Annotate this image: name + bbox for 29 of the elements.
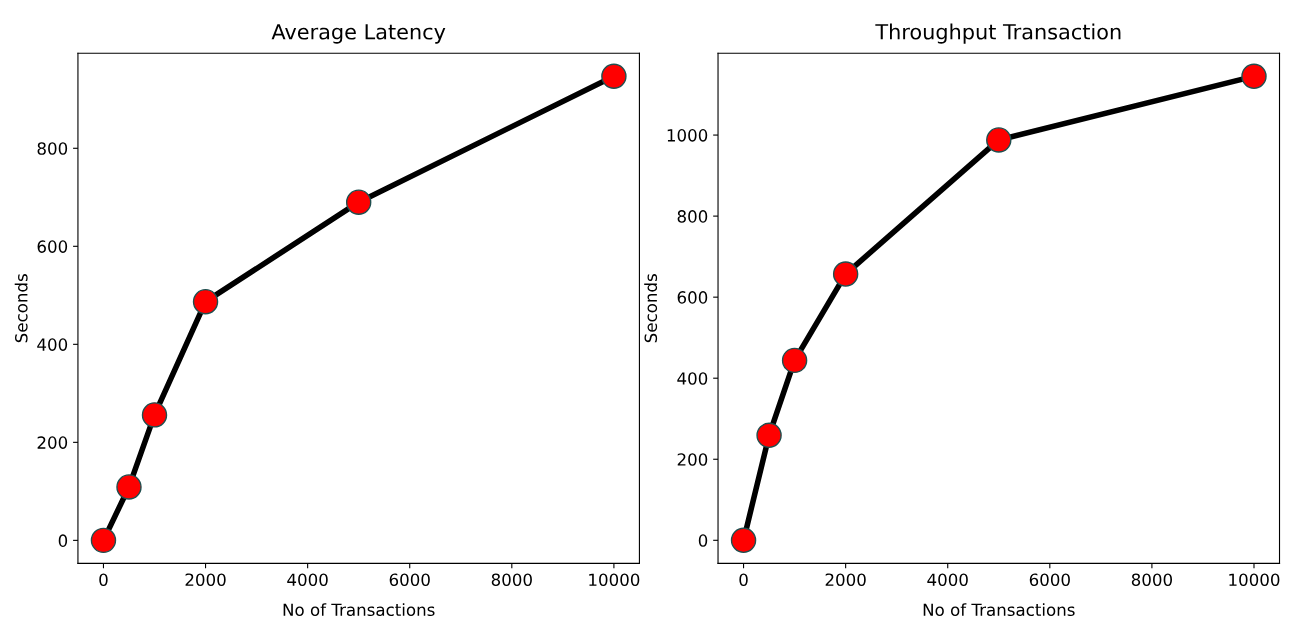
y-tick-label: 0 bbox=[58, 534, 68, 547]
x-tick-label: 6000 bbox=[1029, 573, 1070, 587]
y-tick-label: 0 bbox=[698, 534, 708, 547]
x-tick-label: 8000 bbox=[491, 573, 532, 587]
chart-title: Average Latency bbox=[271, 24, 446, 44]
y-tick-label: 200 bbox=[677, 453, 708, 466]
x-tick-label: 6000 bbox=[389, 573, 430, 587]
y-tick-label: 200 bbox=[37, 436, 68, 449]
y-tick-label: 400 bbox=[677, 372, 708, 385]
y-tick-label: 1000 bbox=[667, 129, 708, 142]
y-axis-title: Seconds bbox=[644, 274, 658, 343]
x-tick-label: 2000 bbox=[825, 573, 866, 587]
y-tick-label: 800 bbox=[37, 142, 68, 155]
x-tick-label: 0 bbox=[739, 573, 748, 587]
x-tick-label: 4000 bbox=[927, 573, 968, 587]
x-axis-title: No of Transactions bbox=[283, 603, 435, 617]
y-tick-label: 800 bbox=[677, 210, 708, 223]
x-tick-label: 10000 bbox=[1229, 573, 1280, 587]
x-tick-label: 2000 bbox=[185, 573, 226, 587]
x-tick-label: 0 bbox=[99, 573, 108, 587]
x-axis-title: No of Transactions bbox=[923, 603, 1075, 617]
x-tick-label: 8000 bbox=[1131, 573, 1173, 587]
y-axis-title: Seconds bbox=[14, 274, 28, 343]
y-tick-label: 600 bbox=[37, 240, 68, 253]
y-tick-label: 600 bbox=[677, 291, 708, 304]
chart-title: Throughput Transaction bbox=[875, 23, 1121, 44]
x-tick-label: 4000 bbox=[287, 573, 328, 587]
y-tick-label: 400 bbox=[37, 338, 68, 351]
x-tick-label: 10000 bbox=[589, 573, 640, 587]
